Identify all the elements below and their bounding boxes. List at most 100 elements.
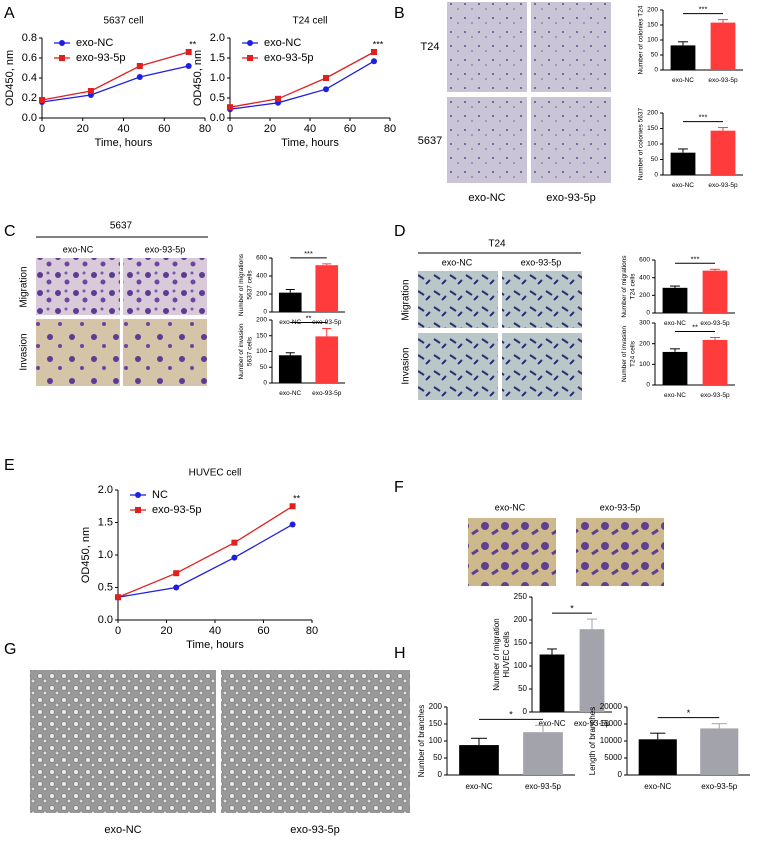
panel-letter: A [4,5,15,22]
y-axis-label: HUVEC cells [502,631,511,677]
annotation: ** [189,39,197,49]
y-tick-label: 400 [256,273,267,280]
y-tick-label: 0.5 [210,92,225,104]
bar [702,339,728,385]
x-tick-label: exo-NC [672,182,694,189]
y-tick-label: 600 [256,255,267,262]
annotation: ** [692,322,698,331]
annotation: *** [373,39,384,49]
annotation: * [570,603,574,613]
legend-label: exo-93-5p [152,504,202,516]
y-tick-label: 0 [646,310,650,317]
bar [670,45,696,70]
annotation: * [687,708,691,718]
y-tick-label: 0.6 [22,52,37,64]
panel-letter: D [394,223,406,240]
x-axis-label: Time, hours [95,137,153,149]
marker [39,97,45,103]
y-tick-label: 0 [618,770,623,779]
group-header: 5637 [110,221,133,232]
bar [278,355,302,383]
x-tick-label: exo-93-5p [708,77,738,84]
x-tick-label: exo-NC [465,782,492,791]
marker [289,503,296,510]
row-label: T24 [421,41,440,53]
colony-plate [531,2,611,92]
row-label: 5637 [418,135,442,147]
y-tick-label: 100 [256,348,267,355]
marker [173,584,180,591]
y-axis-label: Number of migrations [238,253,245,316]
y-tick-label: 5000 [604,753,622,762]
y-tick-label: 20000 [600,702,623,711]
y-axis-label: Number of migrations [621,255,628,318]
y-axis-label: T24 cells [630,273,637,300]
panel-letter: C [4,223,16,240]
y-tick-label: 200 [647,110,658,117]
row-label: Invasion [19,333,30,370]
legend-marker [247,40,253,46]
y-axis-label: OD450, nm [80,527,92,583]
marker [136,74,143,80]
annotation: *** [699,113,708,122]
col-label: exo-93-5p [600,502,641,512]
x-tick-label: 80 [384,123,396,135]
x-tick-label: 20 [264,123,276,135]
y-tick-label: 1.0 [98,549,113,561]
y-tick-label: 0 [523,707,528,716]
marker [173,570,180,577]
series-line [41,65,189,103]
annotation: ** [293,494,301,504]
y-axis-label: Number of branches [417,705,426,777]
annotation: *** [691,254,700,263]
bar [278,292,302,312]
bar [539,654,565,712]
y-tick-label: 50 [433,753,442,762]
x-tick-label: 80 [199,123,211,135]
colony-plate [531,97,611,183]
x-tick-label: 0 [39,123,45,135]
micrograph [36,258,120,315]
row-label: Invasion [401,347,412,384]
x-tick-label: exo-93-5p [574,719,611,728]
y-tick-label: 200 [514,615,528,624]
y-tick-label: 2.0 [210,32,225,44]
x-tick-label: exo-93-5p [312,390,342,397]
marker [185,49,192,55]
col-label: exo-NC [104,824,141,836]
marker [87,88,94,94]
colony-plate [447,97,527,183]
y-tick-label: 0 [263,380,267,387]
chart-title: HUVEC cell [189,468,242,479]
legend-marker [135,492,141,498]
micrograph [576,518,664,586]
y-tick-label: 0.8 [22,32,37,44]
y-tick-label: 0 [438,770,443,779]
y-tick-label: 0.0 [210,112,225,124]
y-tick-label: 150 [647,125,658,132]
x-tick-label: exo-NC [538,719,565,728]
micrograph [418,333,498,400]
y-tick-label: 0 [646,382,650,389]
bar [662,351,688,385]
y-tick-label: 400 [639,274,650,281]
x-tick-label: 0 [115,625,121,637]
y-tick-label: 150 [256,332,267,339]
y-tick-label: 100 [639,361,650,368]
bar [523,732,563,775]
y-tick-label: 200 [647,7,658,14]
y-tick-label: 100 [514,661,528,670]
micrograph [468,518,556,586]
col-label: exo-93-5p [521,257,562,267]
y-axis-label: OD450, nm [4,50,16,106]
x-tick-label: 20 [77,123,89,135]
x-tick-label: exo-93-5p [525,782,562,791]
col-label: exo-NC [63,244,94,254]
col-label: exo-NC [442,257,473,267]
micrograph [123,319,207,386]
y-axis-label: 5637 cells [247,270,254,300]
y-axis-label: 5637 cells [247,336,254,366]
marker [185,63,192,69]
y-axis-label: OD450, nm [192,50,204,106]
